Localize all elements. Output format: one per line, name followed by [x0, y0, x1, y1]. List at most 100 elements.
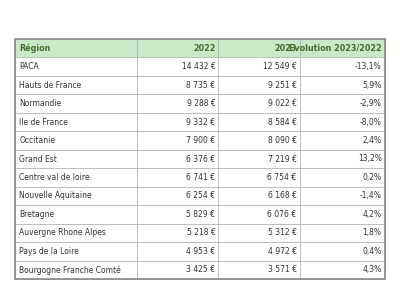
Bar [137, 150, 218, 168]
Bar [137, 168, 218, 187]
Bar [300, 224, 385, 242]
Bar [218, 150, 300, 168]
Bar [137, 76, 218, 94]
Bar [300, 260, 385, 279]
Text: Région: Région [19, 44, 50, 53]
Text: 5 218 €: 5 218 € [186, 228, 215, 237]
Bar [137, 260, 218, 279]
Text: Grand Est: Grand Est [19, 154, 57, 164]
Bar [218, 58, 300, 76]
Text: Ile de France: Ile de France [19, 118, 68, 127]
Text: -2,9%: -2,9% [360, 99, 382, 108]
Text: 0,4%: 0,4% [362, 247, 382, 256]
Text: 1,8%: 1,8% [362, 228, 382, 237]
Text: 9 288 €: 9 288 € [186, 99, 215, 108]
Bar [218, 205, 300, 224]
Text: 7 219 €: 7 219 € [268, 154, 296, 164]
Text: 0,2%: 0,2% [362, 173, 382, 182]
Text: Centre val de loire: Centre val de loire [19, 173, 90, 182]
Text: Pays de la Loire: Pays de la Loire [19, 247, 79, 256]
Text: 2,4%: 2,4% [362, 136, 382, 145]
Bar [300, 187, 385, 205]
Bar [300, 76, 385, 94]
Text: Bourgogne Franche Comté: Bourgogne Franche Comté [19, 265, 121, 274]
Bar [15, 260, 137, 279]
Text: 2023: 2023 [274, 44, 296, 53]
Bar [15, 187, 137, 205]
Bar [218, 113, 300, 131]
Text: Evolution 2023/2022: Evolution 2023/2022 [289, 44, 382, 53]
Bar [15, 150, 137, 168]
Text: Occitanie: Occitanie [19, 136, 55, 145]
Bar [300, 58, 385, 76]
Bar [137, 224, 218, 242]
Bar [218, 39, 300, 58]
Text: 4 953 €: 4 953 € [186, 247, 215, 256]
Text: 13,2%: 13,2% [358, 154, 382, 164]
Bar [300, 150, 385, 168]
Text: -8,0%: -8,0% [360, 118, 382, 127]
Text: 8 584 €: 8 584 € [268, 118, 296, 127]
Bar [218, 94, 300, 113]
Text: 6 754 €: 6 754 € [268, 173, 296, 182]
Bar [15, 39, 137, 58]
Bar [137, 113, 218, 131]
Text: 5,9%: 5,9% [362, 81, 382, 90]
Text: Auvergne Rhone Alpes: Auvergne Rhone Alpes [19, 228, 106, 237]
Text: PACA: PACA [19, 62, 39, 71]
Text: 9 332 €: 9 332 € [186, 118, 215, 127]
Text: 14 432 €: 14 432 € [182, 62, 215, 71]
Bar [218, 187, 300, 205]
Bar [218, 224, 300, 242]
Bar [15, 131, 137, 150]
Bar [137, 58, 218, 76]
Text: 8 090 €: 8 090 € [268, 136, 296, 145]
Text: 9 251 €: 9 251 € [268, 81, 296, 90]
Text: 7 900 €: 7 900 € [186, 136, 215, 145]
Bar [15, 168, 137, 187]
Bar [15, 242, 137, 260]
Text: Hauts de France: Hauts de France [19, 81, 82, 90]
Bar [137, 187, 218, 205]
Bar [300, 113, 385, 131]
Bar [137, 94, 218, 113]
Bar [137, 131, 218, 150]
Bar [218, 168, 300, 187]
Text: -1,4%: -1,4% [360, 191, 382, 200]
Bar [15, 76, 137, 94]
Text: 3 571 €: 3 571 € [268, 265, 296, 274]
Bar [15, 39, 385, 279]
Text: 12 549 €: 12 549 € [263, 62, 296, 71]
Bar [15, 205, 137, 224]
Text: 6 168 €: 6 168 € [268, 191, 296, 200]
Bar [300, 205, 385, 224]
Text: 5 312 €: 5 312 € [268, 228, 296, 237]
Text: 6 076 €: 6 076 € [268, 210, 296, 219]
Text: Nouvelle Aquitaine: Nouvelle Aquitaine [19, 191, 92, 200]
Text: 9 022 €: 9 022 € [268, 99, 296, 108]
Text: Normandie: Normandie [19, 99, 62, 108]
Text: 4 972 €: 4 972 € [268, 247, 296, 256]
Bar [218, 242, 300, 260]
Bar [300, 168, 385, 187]
Text: Bretagne: Bretagne [19, 210, 54, 219]
Bar [300, 131, 385, 150]
Bar [300, 39, 385, 58]
Bar [15, 224, 137, 242]
Bar [218, 76, 300, 94]
Bar [137, 242, 218, 260]
Text: 6 376 €: 6 376 € [186, 154, 215, 164]
Text: 4,3%: 4,3% [362, 265, 382, 274]
Text: 6 254 €: 6 254 € [186, 191, 215, 200]
Text: 2022: 2022 [193, 44, 215, 53]
Bar [300, 94, 385, 113]
Bar [300, 242, 385, 260]
Text: 6 741 €: 6 741 € [186, 173, 215, 182]
Bar [15, 94, 137, 113]
Bar [15, 113, 137, 131]
Text: 5 829 €: 5 829 € [186, 210, 215, 219]
Bar [137, 39, 218, 58]
Text: -13,1%: -13,1% [355, 62, 382, 71]
Text: 3 425 €: 3 425 € [186, 265, 215, 274]
Bar [15, 58, 137, 76]
